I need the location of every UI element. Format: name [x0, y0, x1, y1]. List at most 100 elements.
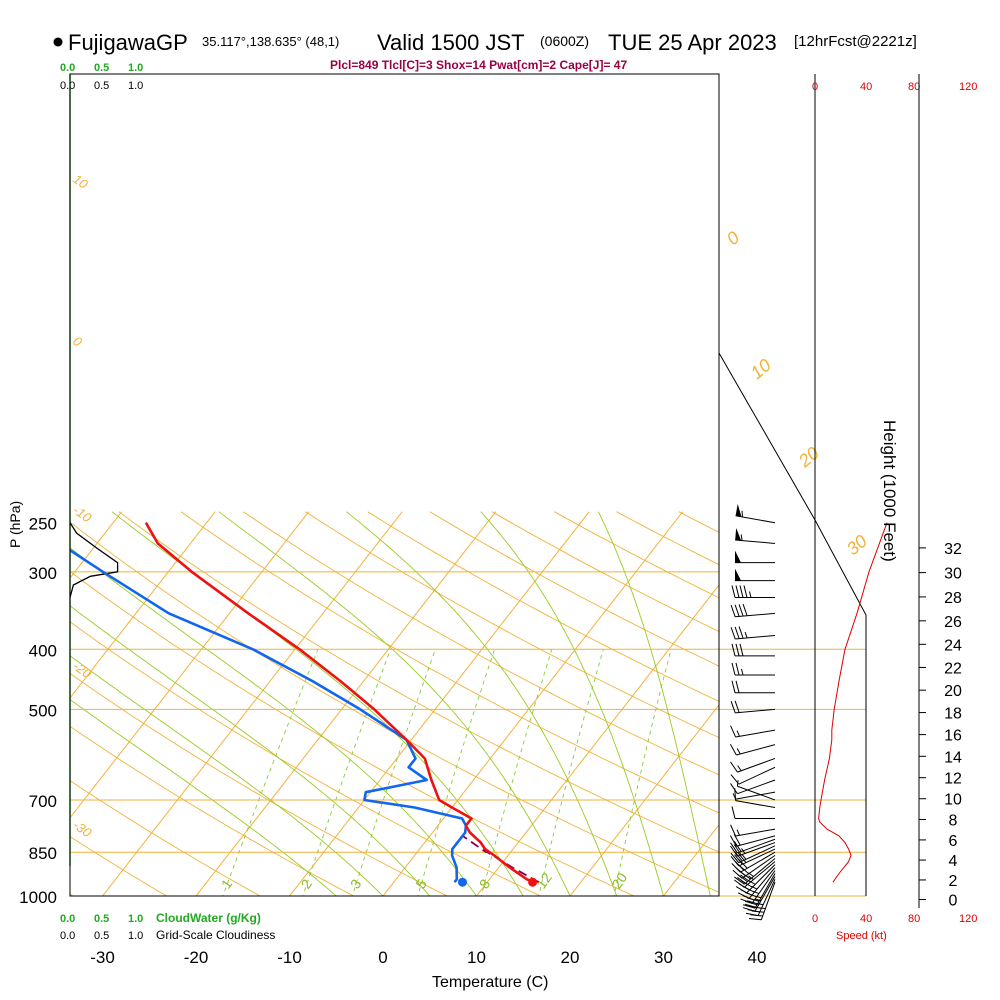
wind-barb-staff	[737, 838, 776, 854]
isotherm-line	[475, 584, 719, 896]
thermo-lines	[70, 511, 1000, 899]
speed-tick-top: 120	[959, 81, 977, 93]
cloud-profile	[69, 74, 119, 866]
wind-barb-half-flag	[741, 668, 744, 676]
wind-barb-half-flag	[748, 875, 754, 880]
temperature-line	[144, 522, 535, 884]
wind-barb-flag	[731, 806, 736, 819]
cloudwater-tick: 1.0	[128, 62, 143, 74]
mixing-ratio-label: 5	[412, 876, 430, 892]
wind-barb	[731, 806, 775, 820]
dry-adiabat-line	[865, 512, 1000, 899]
wind-barb-flag	[734, 700, 740, 713]
wind-barb-flag	[731, 643, 736, 657]
mixing-ratio-label: 1	[218, 876, 236, 892]
mixing-ratio-line	[222, 649, 319, 896]
speed-tick-bottom: 120	[959, 913, 977, 925]
height-tick-label: 22	[944, 660, 962, 677]
plot-frame	[69, 73, 720, 897]
wind-barb	[731, 680, 775, 694]
wind-barb-pennant	[735, 503, 742, 517]
pressure-tick-label: 400	[29, 641, 57, 660]
wind-barb-half-flag	[736, 730, 741, 737]
cloudwater-tick: 0.5	[94, 913, 109, 925]
wind-barb-staff	[737, 842, 776, 857]
pressure-tick-label: 700	[29, 792, 57, 811]
wind-barb	[730, 824, 776, 837]
cloudiness-tick: 1.0	[128, 930, 143, 942]
wind-barb	[730, 603, 776, 618]
wind-barb-staff	[735, 515, 776, 524]
wind-barb-flag	[733, 834, 741, 846]
isotherm-line	[382, 511, 684, 896]
wind-barb-staff	[735, 634, 776, 640]
wind-barb	[730, 766, 776, 785]
dry-adiabat-line	[70, 570, 636, 896]
pressure-axis: 250 300 400 500 700 850 1000	[19, 515, 57, 907]
dry-adiabat-label: -10	[70, 502, 95, 526]
wind-barb-flag	[738, 604, 744, 617]
dry-adiabat-line	[70, 836, 168, 896]
wind-barb-flag	[735, 662, 740, 676]
wind-barb-staff	[757, 879, 776, 916]
wind-speed-line	[818, 522, 888, 883]
wind-barb-flag	[742, 904, 756, 909]
isotherm-line	[70, 511, 310, 819]
sounding-profiles	[70, 522, 540, 884]
dry-adiabat-label: -20	[70, 658, 95, 682]
dewpoint-line	[70, 548, 468, 884]
temperature-tick-label: 0	[378, 948, 387, 967]
wind-barb	[730, 725, 776, 738]
wind-barb	[735, 550, 775, 564]
wind-barb-flag	[731, 680, 736, 693]
height-tick-label: 6	[949, 833, 958, 850]
isotherm-line	[288, 511, 590, 896]
speed-tick-top: 80	[908, 81, 920, 93]
wind-barb-flag	[729, 743, 737, 756]
wind-barb-flag	[731, 862, 741, 873]
dry-adiabat-label: 10	[70, 171, 91, 192]
wind-barb	[730, 838, 776, 854]
speed-axis-label: Speed (kt)	[836, 930, 887, 942]
wind-panel-boundary	[718, 352, 867, 896]
speed-tick-bottom: 40	[860, 913, 872, 925]
speed-tick-top: 0	[812, 81, 818, 93]
wind-barb-half-flag	[736, 748, 741, 755]
height-tick-label: 4	[949, 853, 958, 870]
wind-barb-staff	[735, 800, 776, 809]
speed-tick-top: 40	[860, 81, 872, 93]
wind-barb	[734, 861, 776, 888]
wind-barb	[729, 834, 776, 847]
wind-barb	[731, 585, 775, 598]
dry-adiabat-line	[616, 511, 719, 566]
mixing-ratio-line	[480, 649, 553, 896]
wind-barb-flag	[744, 903, 758, 909]
moist-adiabat-line	[480, 511, 664, 896]
dry-adiabat-label: 0	[723, 227, 744, 249]
temperature-axis: -30 -20 -10 0 10 20 30 40	[90, 948, 766, 967]
cloudiness-tick: 1.0	[128, 80, 143, 92]
pressure-tick-label: 850	[29, 844, 57, 863]
cloudiness-tick: 0.5	[94, 80, 109, 92]
temperature-tick-label: 10	[467, 948, 486, 967]
wind-barb-staff	[735, 708, 776, 714]
wind-barb-flag	[737, 852, 747, 863]
wind-barb-half-flag	[741, 854, 747, 860]
valid-time: Valid 1500 JST	[377, 30, 525, 55]
cloudwater-label: CloudWater (g/Kg)	[156, 911, 261, 925]
dry-adiabat-line	[305, 511, 719, 739]
isotherm-line	[662, 824, 719, 896]
pressure-tick-label: 300	[29, 564, 57, 583]
isotherm-line	[70, 511, 216, 699]
dry-adiabat-label: 10	[747, 355, 775, 383]
moist-adiabat-line	[70, 699, 337, 896]
wind-barb	[732, 791, 776, 800]
surface-temperature-marker	[528, 877, 538, 887]
wind-barb-half-flag	[744, 631, 748, 639]
speed-tick-bottom: 80	[908, 913, 920, 925]
wind-barb	[735, 503, 776, 524]
wind-barb-flag	[730, 842, 738, 854]
wind-barb-flag	[733, 844, 742, 856]
mixing-ratio-line	[538, 649, 604, 896]
wind-barb	[742, 873, 776, 909]
